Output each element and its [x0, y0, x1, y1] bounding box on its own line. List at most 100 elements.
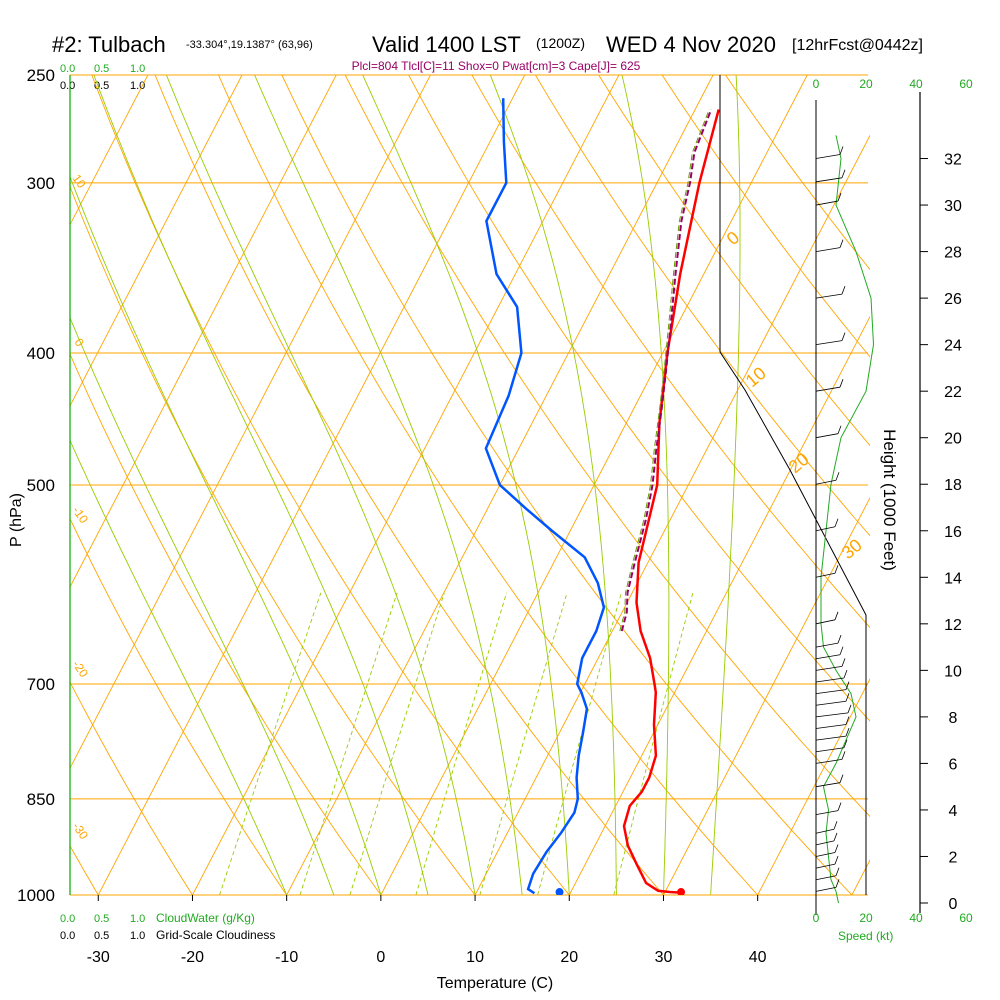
height-tick-label: 26 — [944, 291, 962, 308]
series-parcel — [620, 109, 713, 632]
station-coords: -33.304°,19.1387° (63,96) — [186, 39, 313, 51]
x-tick-label: 10 — [466, 949, 484, 966]
cloudiness-scale-bottom-1: 0.5 — [94, 930, 109, 942]
wind-barb — [815, 642, 839, 648]
mixing-ratio-label: 20 — [614, 895, 636, 917]
isotherm-line — [70, 75, 149, 226]
dry-adiabat — [218, 75, 759, 895]
mixing-ratio-label: 2 — [305, 903, 321, 916]
x-tick-label: -20 — [181, 949, 204, 966]
wind-tick-bottom: 60 — [959, 911, 973, 925]
wind-barb — [815, 386, 841, 392]
height-tick-label: 16 — [944, 524, 962, 541]
wind-barb — [815, 479, 837, 485]
mixing-ratio-label: 8 — [485, 903, 501, 916]
dry-adiabat — [70, 185, 476, 895]
x-tick-label: -10 — [275, 949, 298, 966]
wind-barb — [815, 712, 849, 718]
dry-adiabat — [154, 75, 664, 895]
dry-adiabat-label: 30 — [838, 535, 866, 563]
dry-adiabat-label: 0 — [72, 336, 87, 350]
series-parcel-moist — [619, 109, 710, 632]
isobar-lines — [70, 74, 868, 896]
moist-adiabat — [165, 75, 476, 895]
dry-adiabat — [91, 75, 570, 895]
height-tick-label: 0 — [949, 896, 958, 913]
cloud-scale-bottom-0: 0.0 — [60, 913, 75, 925]
dry-adiabat — [471, 75, 870, 629]
height-tick-label: 10 — [944, 663, 962, 680]
upper-plot-boundary — [719, 75, 867, 895]
dry-adiabat — [281, 75, 853, 895]
wind-barb — [815, 724, 847, 729]
moist-adiabat — [710, 75, 741, 895]
wind-barb — [815, 677, 845, 683]
wind-barb-flag — [841, 658, 846, 667]
wind-barb-flag — [833, 821, 838, 830]
wind-barb-flag — [847, 704, 852, 714]
surface-temperature — [677, 888, 686, 895]
x-tick-label: 0 — [376, 949, 385, 966]
wind-barb — [815, 700, 847, 706]
y-tick-label: 850 — [27, 790, 55, 809]
mixing-ratio-line — [349, 592, 445, 895]
height-tick-label: 22 — [944, 384, 962, 401]
wind-barb — [815, 247, 841, 252]
wind-barb — [815, 665, 843, 671]
station-title: #2: Tulbach — [52, 32, 166, 57]
wind-barb-flag — [837, 425, 842, 434]
height-tick-label: 2 — [949, 849, 958, 866]
cloud-scale-top: 0.0 0.5 1.0 0.0 0.5 1.0 — [60, 63, 145, 92]
wind-tick-bottom: 40 — [909, 911, 923, 925]
wind-tick-bottom: 0 — [813, 911, 820, 925]
y-axis-label: P (hPa) — [8, 493, 25, 547]
cloudiness-label: Grid-Scale Cloudiness — [156, 928, 275, 942]
valid-time: Valid 1400 LST — [372, 32, 521, 57]
wind-barb — [815, 875, 837, 881]
cloudiness-scale-top-1: 0.5 — [94, 80, 109, 92]
cloud-scale-bottom: 0.0 0.5 1.0 CloudWater (g/Kg) 0.0 0.5 1.… — [60, 911, 275, 942]
wind-barb — [815, 654, 841, 660]
wind-barb-flag — [835, 879, 840, 888]
dry-adiabat — [70, 517, 288, 895]
height-tick-label: 28 — [944, 245, 962, 262]
wind-barb — [815, 340, 843, 346]
wind-barb — [815, 886, 837, 892]
cloud-water-label: CloudWater (g/Kg) — [156, 911, 255, 925]
y-tick-label: 250 — [27, 66, 55, 85]
series-dewpoint — [484, 98, 606, 895]
height-tick-label: 14 — [944, 570, 962, 587]
dry-adiabat — [661, 75, 870, 358]
wind-barb — [815, 619, 836, 625]
wind-tick-bottom: 20 — [859, 911, 873, 925]
height-tick-label: 20 — [944, 431, 962, 448]
wind-barb-flag — [841, 285, 846, 295]
wind-barb-flag — [834, 855, 839, 865]
mixing-ratio-line — [613, 592, 694, 895]
wind-tick-top: 20 — [859, 77, 873, 91]
mixing-ratio-line — [537, 592, 622, 895]
wind-barb-flag — [845, 716, 850, 725]
wind-barb — [815, 810, 839, 815]
dry-adiabat-label: -30 — [70, 820, 92, 843]
x-tick-label: 20 — [560, 949, 578, 966]
wind-barb-flag — [845, 728, 850, 737]
y-tick-label: 300 — [27, 174, 55, 193]
wind-barb-flag — [833, 832, 838, 841]
dry-adiabat-label: -10 — [70, 504, 92, 527]
wind-barb-flag — [843, 669, 848, 679]
wind-barb-flag — [839, 379, 844, 388]
isotherm-line — [851, 859, 870, 895]
dry-adiabat — [70, 681, 193, 895]
x-tick-label: 30 — [655, 949, 673, 966]
height-axis-label: Height (1000 Feet) — [880, 429, 899, 571]
dry-adiabat-label: 10 — [70, 172, 89, 191]
wind-barb-flag — [834, 565, 839, 574]
mixing-ratio-line — [219, 592, 322, 895]
isotherm-line — [70, 75, 243, 407]
wind-barb-flag — [841, 751, 846, 760]
moist-adiabat — [621, 75, 670, 895]
wind-barb — [815, 433, 839, 439]
